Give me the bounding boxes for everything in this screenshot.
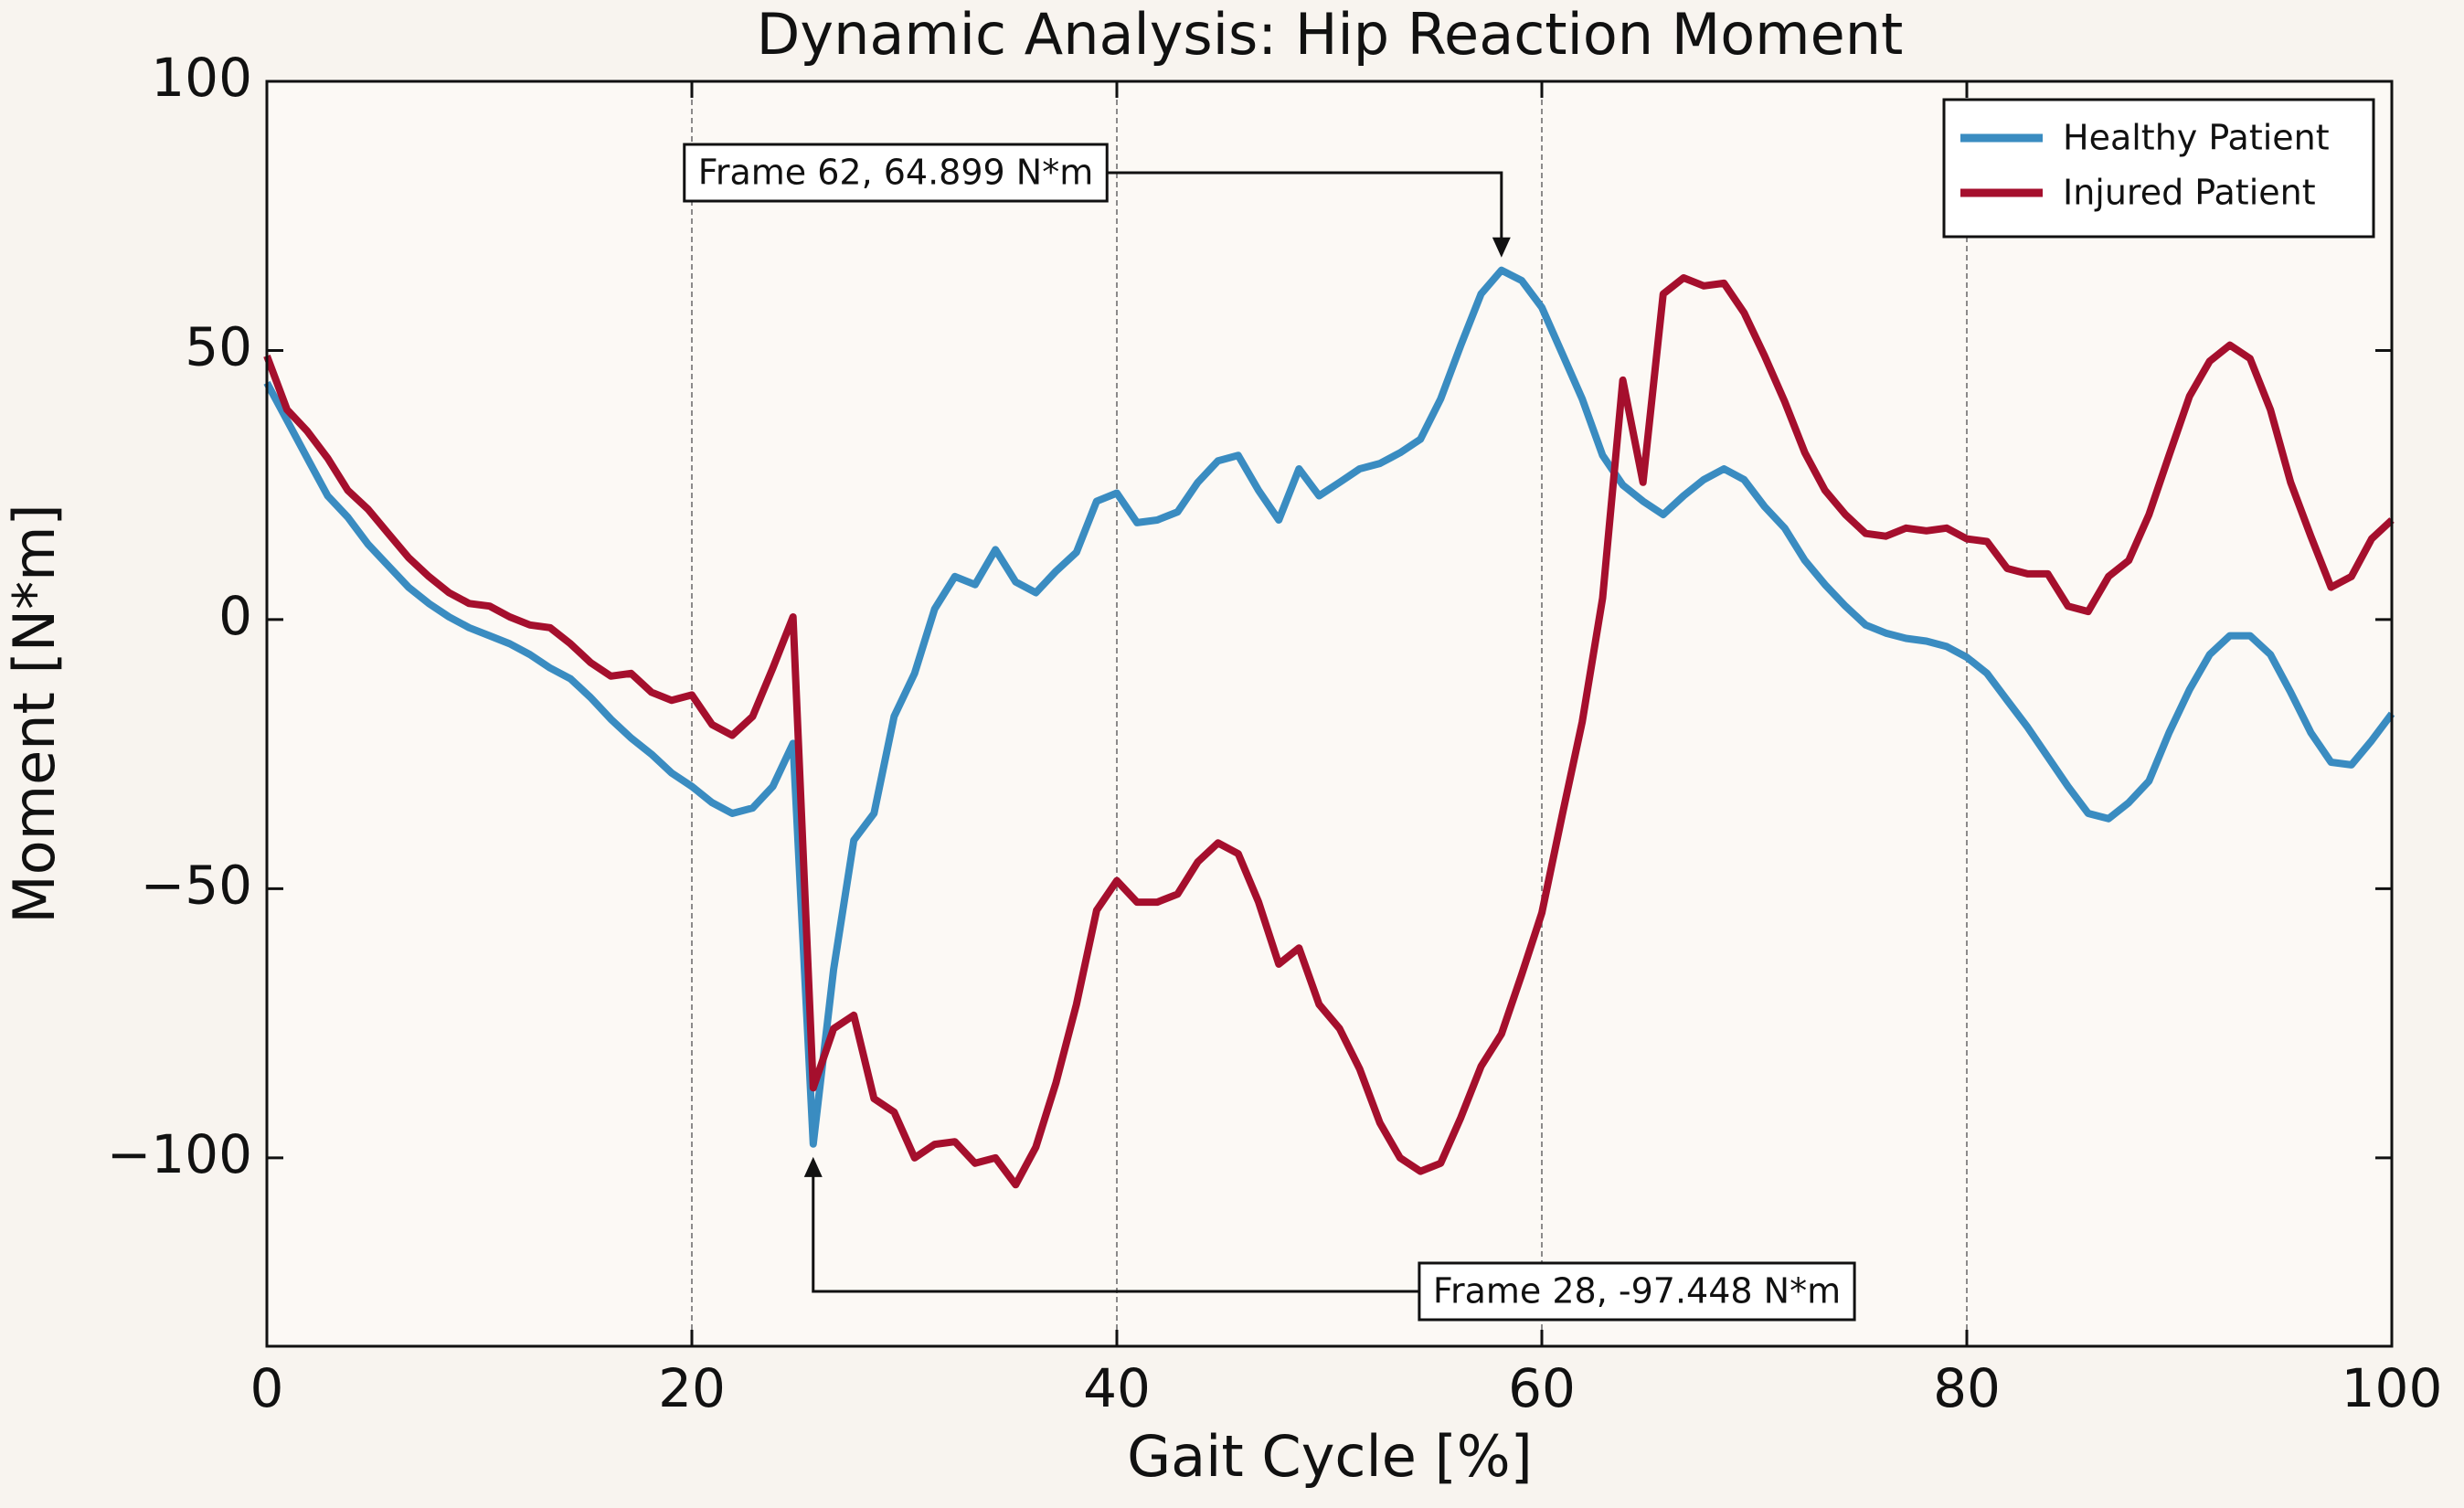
x-tick-label: 0 [250,1357,284,1419]
annotation: Frame 28, -97.448 N*m [1418,1261,1856,1322]
y-tick-label: −50 [141,855,252,917]
annotation-text: Frame 28, -97.448 N*m [1433,1271,1841,1312]
x-axis-label: Gait Cycle [%] [1127,1423,1533,1490]
legend-label: Injured Patient [2063,173,2316,213]
annotation-arrow [812,1171,1419,1293]
annotation-text: Frame 62, 64.899 N*m [698,153,1093,193]
x-tick-label: 40 [1083,1357,1151,1419]
x-tick-label: 100 [2342,1357,2443,1419]
plot-area [267,81,2392,1346]
y-tick-label: 100 [151,47,252,109]
y-axis-label: Moment [N*m] [1,504,68,923]
annotation-arrow [1107,171,1503,243]
annotation: Frame 62, 64.899 N*m [683,143,1109,203]
series-line [263,266,2395,1148]
annotation-arrowhead [1492,237,1511,258]
plot-frame [265,80,2394,1348]
x-tick-label: 20 [658,1357,726,1419]
annotation-arrowhead [803,1156,823,1177]
y-tick-label: 0 [218,585,252,647]
annotation-box [1418,1261,1856,1322]
x-tick-label: 60 [1508,1357,1576,1419]
series-line [263,274,2395,1189]
chart-title: Dynamic Analysis: Hip Reaction Moment [757,1,1904,68]
y-tick-label: −100 [107,1123,252,1185]
legend-label: Healthy Patient [2063,118,2330,158]
y-tick-label: 50 [185,316,252,378]
x-tick-label: 80 [1933,1357,2001,1419]
legend-box [1942,98,2375,239]
